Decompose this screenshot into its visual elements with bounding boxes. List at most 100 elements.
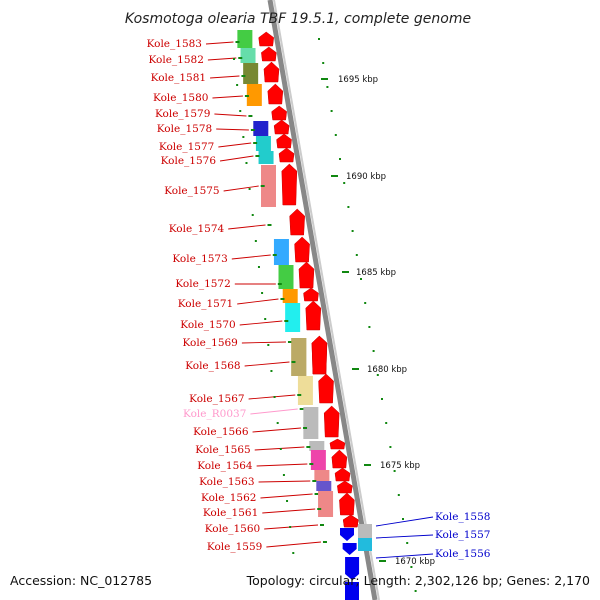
gene-Kole_1557[interactable]: Kole_1557 <box>342 529 491 555</box>
gene-label[interactable]: Kole_1576 <box>161 155 217 167</box>
gene-Kole_1561[interactable]: Kole_1561 <box>203 491 355 519</box>
gene-label[interactable]: Kole_1563 <box>199 476 254 488</box>
gene-label[interactable]: Kole_1564 <box>197 460 253 472</box>
gene-arrow[interactable] <box>345 557 360 580</box>
gene-arrow[interactable] <box>303 287 319 302</box>
gene-label[interactable]: Kole_1575 <box>164 185 219 197</box>
gene-Kole_1581[interactable]: Kole_1581 <box>151 61 280 84</box>
gene-arrow[interactable] <box>278 147 295 163</box>
gene-arrow[interactable] <box>258 31 274 47</box>
gene-Kole_1573[interactable]: Kole_1573 <box>172 236 310 265</box>
gene-label[interactable]: Kole_1557 <box>435 529 490 541</box>
gene-arrow[interactable] <box>281 163 298 206</box>
gene-label[interactable]: Kole_1560 <box>205 523 260 535</box>
gene-label[interactable]: Kole_1572 <box>175 278 230 290</box>
gene-arrow[interactable] <box>276 133 292 149</box>
gene-Kole_1575[interactable]: Kole_1575 <box>164 163 298 207</box>
gene-label[interactable]: Kole_1577 <box>159 141 214 153</box>
gene-Kole_1568[interactable]: Kole_1568 <box>185 335 328 376</box>
gene-Kole_1583[interactable]: Kole_1583 <box>147 30 274 50</box>
gene-arrow[interactable] <box>298 261 315 289</box>
gene-label[interactable]: Kole_1567 <box>189 393 244 405</box>
gene-label[interactable]: Kole_1556 <box>435 548 491 560</box>
gene-label[interactable]: Kole_1574 <box>169 223 225 235</box>
gene-arrow[interactable] <box>294 236 310 263</box>
gene-arrow[interactable] <box>331 449 348 469</box>
cog-category-block <box>240 48 256 63</box>
gene-Kole_1582[interactable]: Kole_1582 <box>148 46 277 66</box>
cog-category-block <box>318 491 334 517</box>
scale-dot <box>264 318 267 320</box>
gene-Kole_1565[interactable]: Kole_1565 <box>195 438 346 456</box>
gene-arrow[interactable] <box>318 373 334 404</box>
gene-Kole_1579[interactable]: Kole_1579 <box>155 105 287 121</box>
gene-label[interactable]: Kole_1580 <box>153 92 208 104</box>
accession-text: Accession: NC_012785 <box>10 573 153 588</box>
gene-label[interactable]: Kole_1582 <box>148 54 203 66</box>
gene-Kole_1570[interactable]: Kole_1570 <box>180 300 322 332</box>
scale-dot <box>402 518 404 520</box>
gene-arrow[interactable] <box>342 543 357 555</box>
label-connector <box>266 541 322 548</box>
gene-Kole_1577[interactable]: Kole_1577 <box>159 133 292 153</box>
gene-Kole_R0037[interactable]: Kole_R0037 <box>183 408 304 420</box>
gene-arrow[interactable] <box>311 335 328 375</box>
scale-dot <box>330 110 333 112</box>
gene-Kole_1563[interactable]: Kole_1563 <box>199 467 351 488</box>
cog-category-block <box>297 376 313 405</box>
gene-arrow[interactable] <box>305 300 322 331</box>
gene-label[interactable]: Kole_1569 <box>182 337 237 349</box>
gene-Kole_1571[interactable]: Kole_1571 <box>178 287 319 310</box>
gene-Kole_1559[interactable]: Kole_1559 <box>207 514 359 553</box>
gene-label[interactable]: Kole_1562 <box>201 492 256 504</box>
gene-arrow[interactable] <box>323 405 340 438</box>
gene-arrow[interactable] <box>340 528 354 541</box>
gene-label[interactable]: Kole_R0037 <box>183 408 246 420</box>
gene-label[interactable]: Kole_1561 <box>203 507 258 519</box>
gene-arrow[interactable] <box>342 514 359 528</box>
label-connector <box>252 427 302 433</box>
gene-label[interactable]: Kole_1581 <box>151 72 206 84</box>
gene-arrow[interactable] <box>263 61 280 83</box>
gene-arrow[interactable] <box>334 467 351 482</box>
gene-Kole_1574[interactable]: Kole_1574 <box>169 208 305 236</box>
gene-label[interactable]: Kole_1583 <box>147 38 202 50</box>
gene-arrow[interactable] <box>339 492 355 516</box>
gene-Kole_1576[interactable]: Kole_1576 <box>161 147 295 167</box>
gene-Kole_1562[interactable]: Kole_1562 <box>201 480 353 504</box>
gene-Kole_1580[interactable]: Kole_1580 <box>153 83 284 106</box>
cog-category-block <box>358 538 372 551</box>
gene-label[interactable]: Kole_1579 <box>155 108 210 120</box>
gene-arrow[interactable] <box>267 83 284 105</box>
gene-label[interactable]: Kole_1578 <box>157 123 212 135</box>
gene-arrow[interactable] <box>337 480 353 494</box>
gene-arrow[interactable] <box>289 208 305 236</box>
scale-dot <box>239 110 242 112</box>
gene-arrow[interactable] <box>261 46 277 62</box>
gene-Kole_1558[interactable]: Kole_1558 <box>340 511 490 541</box>
gene-label[interactable]: Kole_1558 <box>435 511 490 523</box>
gene-label[interactable]: Kole_1568 <box>185 360 240 372</box>
label-connector <box>248 394 296 400</box>
gene-Kole_1578[interactable]: Kole_1578 <box>157 119 290 136</box>
scale-dot <box>242 136 245 138</box>
gene-Kole_1567[interactable]: Kole_1567 <box>189 373 334 405</box>
gene-Kole_1564[interactable]: Kole_1564 <box>197 449 348 472</box>
scale-dot <box>347 206 350 208</box>
cog-category-block <box>278 265 294 289</box>
label-connector <box>244 361 290 367</box>
gene-arrow[interactable] <box>329 438 346 450</box>
gene-arrow[interactable] <box>271 105 287 121</box>
gene-label[interactable]: Kole_1570 <box>180 319 235 331</box>
gene-Kole_1556[interactable]: Kole_1556 <box>345 548 491 580</box>
gene-arrow[interactable] <box>273 119 290 135</box>
gene-Kole_1566[interactable]: Kole_1566 <box>193 405 340 439</box>
gene-label[interactable]: Kole_1559 <box>207 541 262 553</box>
cog-category-block <box>309 441 325 451</box>
gene-label[interactable]: Kole_1571 <box>178 298 233 310</box>
gene-label[interactable]: Kole_1565 <box>195 444 250 456</box>
gene-label[interactable]: Kole_1566 <box>193 426 249 438</box>
cog-category-block <box>246 84 262 106</box>
gene-Kole_1572[interactable]: Kole_1572 <box>175 261 315 290</box>
gene-label[interactable]: Kole_1573 <box>172 253 227 265</box>
